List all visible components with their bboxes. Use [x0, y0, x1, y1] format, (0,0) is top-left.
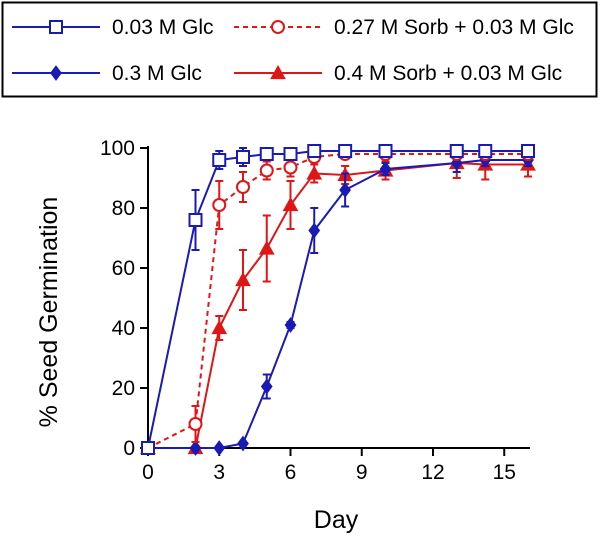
y-tick-label: 40	[112, 317, 135, 340]
legend-swatch-marker	[271, 20, 285, 34]
series-0-27-m-sorb-0-03-m-glc	[141, 147, 535, 455]
legend-item: 0.03 M Glc	[12, 16, 214, 39]
data-point	[306, 165, 323, 180]
legend-item: 0.4 M Sorb + 0.03 M Glc	[234, 62, 562, 85]
data-point	[339, 182, 351, 198]
data-point	[284, 317, 297, 333]
legend-swatch-marker	[270, 64, 286, 80]
x-axis-label: Day	[314, 506, 359, 534]
legend-label: 0.3 M Glc	[112, 62, 202, 85]
x-tick-label: 3	[213, 461, 225, 484]
plot-area	[140, 144, 536, 456]
data-point	[258, 240, 275, 255]
data-point	[189, 440, 202, 456]
x-tick-label: 9	[356, 461, 368, 484]
data-point	[188, 213, 203, 227]
data-point	[379, 161, 392, 177]
data-point	[211, 319, 228, 335]
data-point	[338, 144, 353, 158]
data-point	[283, 147, 298, 161]
y-axis-label: % Seed Germination	[35, 197, 63, 428]
data-point	[308, 222, 321, 239]
series-0-3-m-glc	[142, 152, 534, 456]
legend-label: 0.03 M Glc	[112, 16, 214, 39]
data-point	[141, 441, 155, 455]
data-point	[236, 180, 250, 194]
series-line	[148, 161, 528, 449]
series-line	[147, 153, 528, 449]
series-0-03-m-glc	[141, 144, 535, 455]
legend-swatch-marker	[50, 65, 62, 81]
data-point	[235, 271, 251, 287]
x-tick-label: 0	[142, 461, 154, 484]
data-point	[212, 198, 227, 212]
data-point	[212, 153, 227, 167]
legend-swatch-marker	[49, 20, 63, 34]
data-point	[307, 144, 322, 158]
x-tick-label: 6	[285, 461, 297, 484]
data-point	[259, 147, 274, 161]
data-point	[260, 378, 273, 395]
data-point	[236, 150, 250, 164]
y-tick-label: 20	[112, 377, 135, 400]
data-point	[282, 196, 299, 212]
data-point	[283, 160, 298, 175]
legend: 0.03 M Glc 0.27 M Sorb + 0.03 M Glc 0.3 M …	[12, 16, 574, 85]
axes: 0 3 6 9 12 15 0 20 40 60 80 100	[100, 137, 530, 484]
legend-box	[1, 1, 598, 98]
legend-item: 0.27 M Sorb + 0.03 M Glc	[234, 16, 574, 39]
data-point	[478, 144, 493, 158]
legend-label: 0.27 M Sorb + 0.03 M Glc	[334, 16, 574, 39]
y-tick-label: 60	[112, 257, 135, 280]
y-tick-label: 80	[112, 197, 135, 220]
legend-item: 0.3 M Glc	[12, 62, 202, 85]
data-point	[188, 417, 203, 431]
y-tick-label: 0	[123, 437, 135, 460]
data-point	[237, 435, 249, 452]
data-point	[213, 440, 226, 456]
data-point	[521, 144, 535, 158]
series-0-4-m-sorb-0-03-m-glc	[140, 147, 536, 455]
x-tick-label: 15	[493, 461, 516, 484]
data-point	[259, 163, 274, 178]
data-point	[449, 144, 464, 158]
x-tick-label: 12	[421, 461, 444, 484]
legend-label: 0.4 M Sorb + 0.03 M Glc	[334, 62, 562, 85]
data-point	[378, 144, 393, 158]
y-tick-label: 100	[100, 137, 135, 160]
